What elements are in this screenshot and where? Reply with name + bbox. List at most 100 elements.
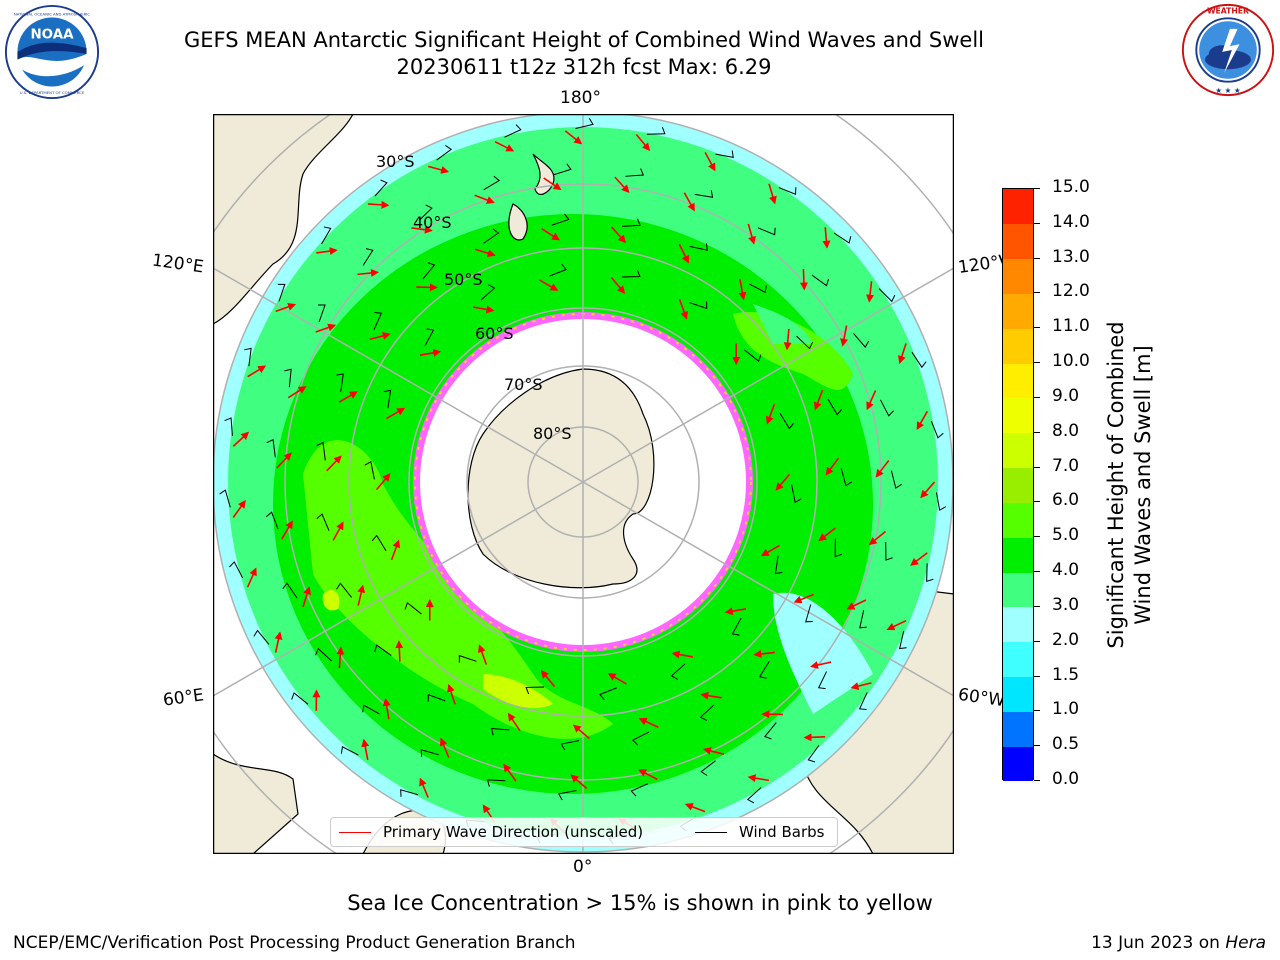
colorbar-tick-label: 6.0 (1052, 490, 1080, 511)
polar-map (213, 114, 954, 854)
wave-arrow (822, 227, 831, 249)
colorbar-segment (1003, 572, 1033, 608)
wind-barb (689, 243, 708, 251)
wave-arrow (474, 194, 495, 204)
lon-label-180: 180° (560, 88, 601, 108)
wave-arrow (540, 670, 556, 688)
colorbar-tick (1034, 222, 1040, 224)
colorbar-tick (1034, 362, 1040, 364)
colorbar-tick (1034, 431, 1040, 433)
wind-barb (400, 789, 419, 797)
wave-arrow (419, 777, 429, 798)
wind-barb (853, 333, 870, 348)
colorbar-segment (1003, 467, 1033, 503)
colorbar-tick (1034, 188, 1040, 189)
wind-barb (621, 269, 641, 278)
wave-arrow (614, 176, 630, 194)
wind-barb (811, 274, 830, 287)
wind-barb (486, 779, 506, 787)
wave-arrow (775, 473, 791, 491)
wave-arrow (635, 134, 651, 152)
wave-arrow (411, 225, 433, 234)
colorbar-tick (1034, 745, 1040, 747)
wind-barb (898, 630, 907, 650)
wind-barb (694, 190, 714, 198)
colorbar-tick (1034, 292, 1040, 294)
wind-barb (774, 555, 783, 575)
colorbar-tick (1034, 605, 1040, 607)
wave-arrow (473, 305, 495, 314)
wave-arrow (886, 619, 907, 631)
colorbar-tick-label: 2.0 (1052, 629, 1080, 650)
wave-arrow (332, 521, 344, 541)
wind-barb (483, 175, 501, 191)
wind-barb (224, 417, 233, 436)
colorbar-segment (1003, 711, 1033, 747)
colorbar-segment (1003, 397, 1033, 434)
wave-arrow (326, 455, 342, 472)
colorbar (1002, 188, 1034, 782)
wave-arrow (336, 646, 345, 669)
wind-barb (779, 412, 795, 430)
wave-arrow (357, 269, 379, 277)
wave-arrow (678, 299, 688, 320)
colorbar-segment (1003, 676, 1033, 712)
wave-arrow (572, 724, 590, 740)
colorbar-tick-label: 12.0 (1052, 281, 1090, 302)
wind-barb (266, 438, 276, 458)
wave-arrow (765, 403, 776, 425)
colorbar-segment (1003, 502, 1033, 538)
wave-arrow (611, 226, 627, 244)
wind-barb (632, 731, 650, 746)
colorbar-tick-label: 7.0 (1052, 455, 1080, 476)
wind-barb (490, 727, 510, 736)
wind-barb (418, 204, 433, 221)
new-zealand-australia (508, 153, 555, 241)
wave-arrow (247, 365, 267, 378)
wave-arrow (803, 733, 826, 742)
antarctica (467, 368, 655, 589)
wind-barb (700, 760, 716, 776)
lat-label-40s: 40°S (413, 213, 452, 232)
wind-barb (244, 347, 252, 367)
wind-barb (807, 745, 820, 763)
wave-arrow (898, 343, 907, 364)
wind-barb (318, 304, 326, 323)
wind-barb (796, 335, 813, 350)
wave-arrow (747, 223, 756, 245)
wind-barb (316, 513, 330, 531)
wind-barb (778, 187, 797, 195)
wave-arrow (338, 391, 358, 403)
wind-barb (253, 629, 270, 645)
wind-barb (229, 561, 244, 579)
wave-arrow (428, 165, 450, 174)
colorbar-tick (1034, 327, 1040, 329)
wave-arrow (638, 717, 659, 728)
wave-arrow (232, 499, 246, 518)
wave-arrow (738, 278, 747, 301)
lat-label-80s: 80°S (533, 424, 572, 443)
wave-arrow (315, 323, 337, 333)
wave-arrow (382, 697, 391, 720)
wind-barb (764, 722, 777, 740)
footer-date: 13 Jun 2023 on Hera (1091, 933, 1266, 953)
colorbar-segment (1003, 641, 1033, 678)
wave-arrow (747, 774, 770, 783)
wave-arrow (367, 200, 390, 209)
colorbar-tick-label: 0.0 (1052, 769, 1080, 789)
wind-barb (731, 617, 742, 636)
svg-text:NATIONAL OCEANIC AND ATMOSPHER: NATIONAL OCEANIC AND ATMOSPHERIC (14, 12, 91, 17)
wave-arrow (395, 640, 404, 662)
wind-barb (551, 213, 570, 226)
wind-barb (715, 150, 734, 158)
wind-barb (859, 610, 867, 629)
wind-barb (791, 484, 802, 504)
wave-arrow (607, 673, 627, 685)
wind-barb (699, 704, 715, 721)
colorbar-segment (1003, 363, 1033, 399)
colorbar-segment (1003, 606, 1033, 643)
wind-barb (840, 468, 853, 487)
wind-barb (757, 227, 776, 236)
colorbar-tick-label: 8.0 (1052, 420, 1080, 441)
wind-barb (646, 126, 666, 135)
